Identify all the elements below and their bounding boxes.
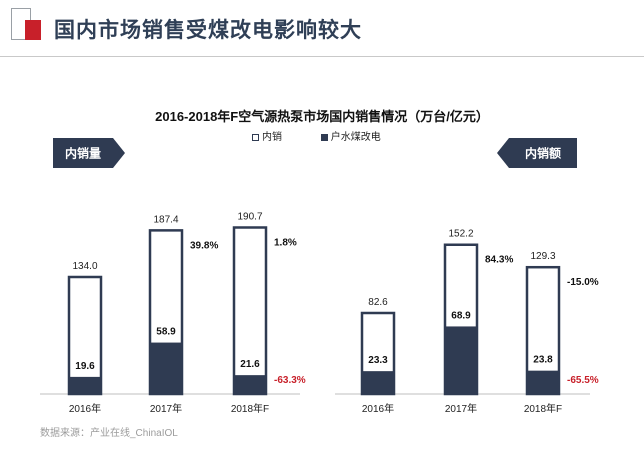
panel-tag-label-1: 内销额 bbox=[525, 146, 561, 161]
x-tick-label-1-0: 2016年 bbox=[362, 402, 394, 415]
data-label-coal-to-electric-0-2: 21.6 bbox=[240, 359, 260, 370]
data-label-domestic-1-0: 82.6 bbox=[368, 297, 388, 308]
bar-coal-to-electric-1-1 bbox=[445, 326, 477, 394]
chart-title: 2016-2018年F空气源热泵市场国内销售情况（万台/亿元） bbox=[155, 109, 489, 124]
chart-legend: 内销 户水煤改电 bbox=[252, 128, 417, 143]
x-tick-label-0-0: 2016年 bbox=[69, 402, 101, 415]
data-label-domestic-0-0: 134.0 bbox=[72, 261, 97, 272]
x-tick-label-1-2: 2018年F bbox=[524, 402, 562, 415]
data-label-coal-to-electric-0-1: 58.9 bbox=[156, 327, 176, 338]
growth-label-domestic-1-1: 84.3% bbox=[485, 255, 513, 266]
panel-tag-shape-0 bbox=[53, 138, 125, 168]
growth-label-domestic-1-2: -15.0% bbox=[567, 277, 599, 288]
data-label-coal-to-electric-1-0: 23.3 bbox=[368, 355, 388, 366]
x-tick-label-0-1: 2017年 bbox=[150, 402, 182, 415]
x-tick-label-0-2: 2018年F bbox=[231, 402, 269, 415]
bar-coal-to-electric-0-1 bbox=[150, 342, 182, 394]
page-title: 国内市场销售受煤改电影响较大 bbox=[54, 19, 362, 42]
growth-label-domestic-0-1: 39.8% bbox=[190, 240, 218, 251]
data-source: 数据来源：产业在线_ChinaIOL bbox=[40, 428, 178, 439]
data-label-domestic-0-1: 187.4 bbox=[153, 214, 178, 225]
panel-tag-label-0: 内销量 bbox=[65, 146, 101, 161]
growth-label-coal-to-electric-0-2: -63.3% bbox=[274, 375, 306, 386]
bar-coal-to-electric-1-2 bbox=[527, 370, 559, 394]
bar-domestic-0-0 bbox=[67, 275, 103, 396]
data-label-coal-to-electric-1-1: 68.9 bbox=[451, 310, 471, 321]
data-label-domestic-1-1: 152.2 bbox=[448, 229, 473, 240]
growth-label-domestic-0-2: 1.8% bbox=[274, 237, 297, 248]
legend-item-domestic: 内销 bbox=[252, 128, 282, 143]
legend-item-coal-to-electric: 户水煤改电 bbox=[320, 128, 381, 143]
legend-swatch-coal-to-electric bbox=[320, 133, 328, 141]
data-label-coal-to-electric-0-0: 19.6 bbox=[75, 361, 95, 372]
panel-tag-shape-1 bbox=[497, 138, 577, 168]
bar-coal-to-electric-1-0 bbox=[362, 371, 394, 394]
bar-coal-to-electric-0-0 bbox=[69, 376, 101, 394]
bar-domestic-0-2 bbox=[232, 226, 268, 396]
legend-label-coal-to-electric: 户水煤改电 bbox=[330, 132, 381, 143]
data-label-domestic-0-2: 190.7 bbox=[237, 211, 262, 222]
growth-label-coal-to-electric-1-2: -65.5% bbox=[567, 375, 599, 386]
title-deco-red bbox=[25, 20, 41, 40]
legend-label-domestic: 内销 bbox=[262, 132, 282, 143]
data-label-coal-to-electric-1-2: 23.8 bbox=[533, 355, 553, 366]
legend-swatch-domestic bbox=[252, 133, 259, 141]
header-divider bbox=[0, 56, 644, 57]
x-tick-label-1-1: 2017年 bbox=[445, 402, 477, 415]
data-label-domestic-1-2: 129.3 bbox=[530, 251, 555, 262]
bar-coal-to-electric-0-2 bbox=[234, 375, 266, 394]
